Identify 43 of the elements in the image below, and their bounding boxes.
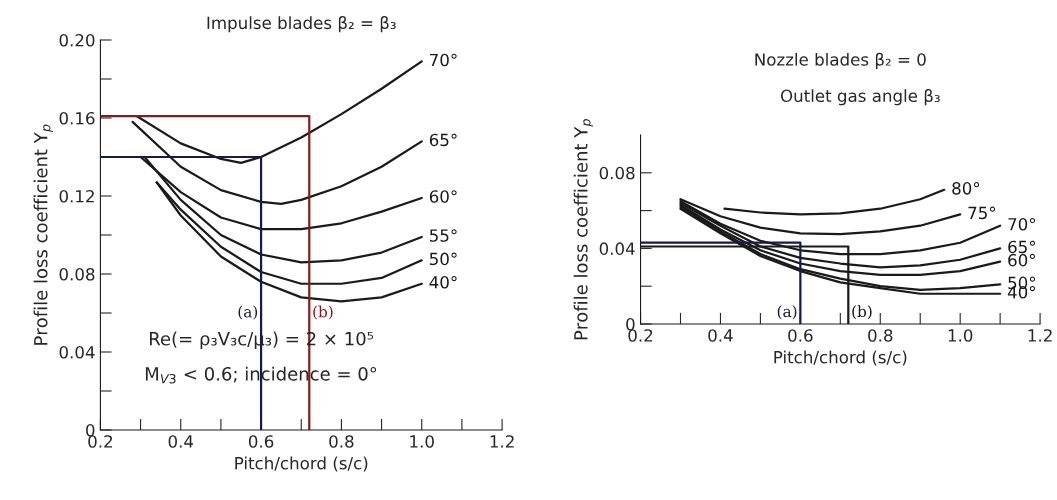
series-label: (b) [313,305,333,320]
series-label: (a) [238,305,258,320]
series-label: 75° [968,206,996,220]
chart-title: Impulse blades β₂ = β₃ [207,16,396,33]
y-tick-label: 0.16 [59,111,95,125]
series-label: (a) [777,305,797,320]
y-axis-title: Profile loss coefficient Y$_{p}$ [33,124,53,345]
x-axis-title: Pitch/chord (s/c) [774,350,907,366]
x-tick-label: 1.0 [948,329,973,342]
y-tick-label: 0 [86,423,95,437]
x-tick-label: 1.2 [490,435,514,448]
y-tick-label: 0 [626,317,635,331]
x-tick-label: 1.0 [410,435,434,448]
series-label: 60° [1008,253,1036,267]
series-label: 70° [1008,217,1036,231]
y-tick-label: 0.12 [59,189,94,203]
x-tick-label: 0.6 [248,435,274,448]
x-tick-label: 0.8 [329,435,354,448]
x-tick-label: 0.2 [628,329,653,342]
x-tick-label: 1.2 [1028,329,1052,342]
x-tick-label: 0.6 [788,329,813,342]
text: Outlet gas angle β₃ [780,89,940,106]
series-label: 40° [429,275,457,289]
x-tick-label: 0.8 [868,329,893,342]
series-label: 65° [1008,240,1036,254]
series-label: 70° [430,53,457,67]
series-label: (b) [852,305,872,320]
chart-title: Nozzle blades β₂ = 0 [755,52,926,70]
y-tick-label: 0.04 [59,345,95,359]
y-axis-title: Profile loss coefficient Y$_{p}$ [573,119,594,340]
x-tick-label: 0.4 [168,435,194,448]
x-tick-label: 0.2 [88,435,112,448]
series-label: 50° [429,252,457,266]
series-label: 80° [952,182,980,195]
series-label: 60° [429,190,457,203]
y-tick-label: 0.08 [599,166,635,180]
y-tick-label: 0.04 [599,242,635,255]
series-label: 55° [429,229,457,242]
series-label: 65° [429,133,457,147]
y-tick-label: 0.08 [59,267,95,281]
y-tick-label: 0.20 [59,33,95,47]
x-axis-title: Pitch/chord (s/c) [235,456,368,472]
x-tick-label: 0.4 [708,329,733,342]
